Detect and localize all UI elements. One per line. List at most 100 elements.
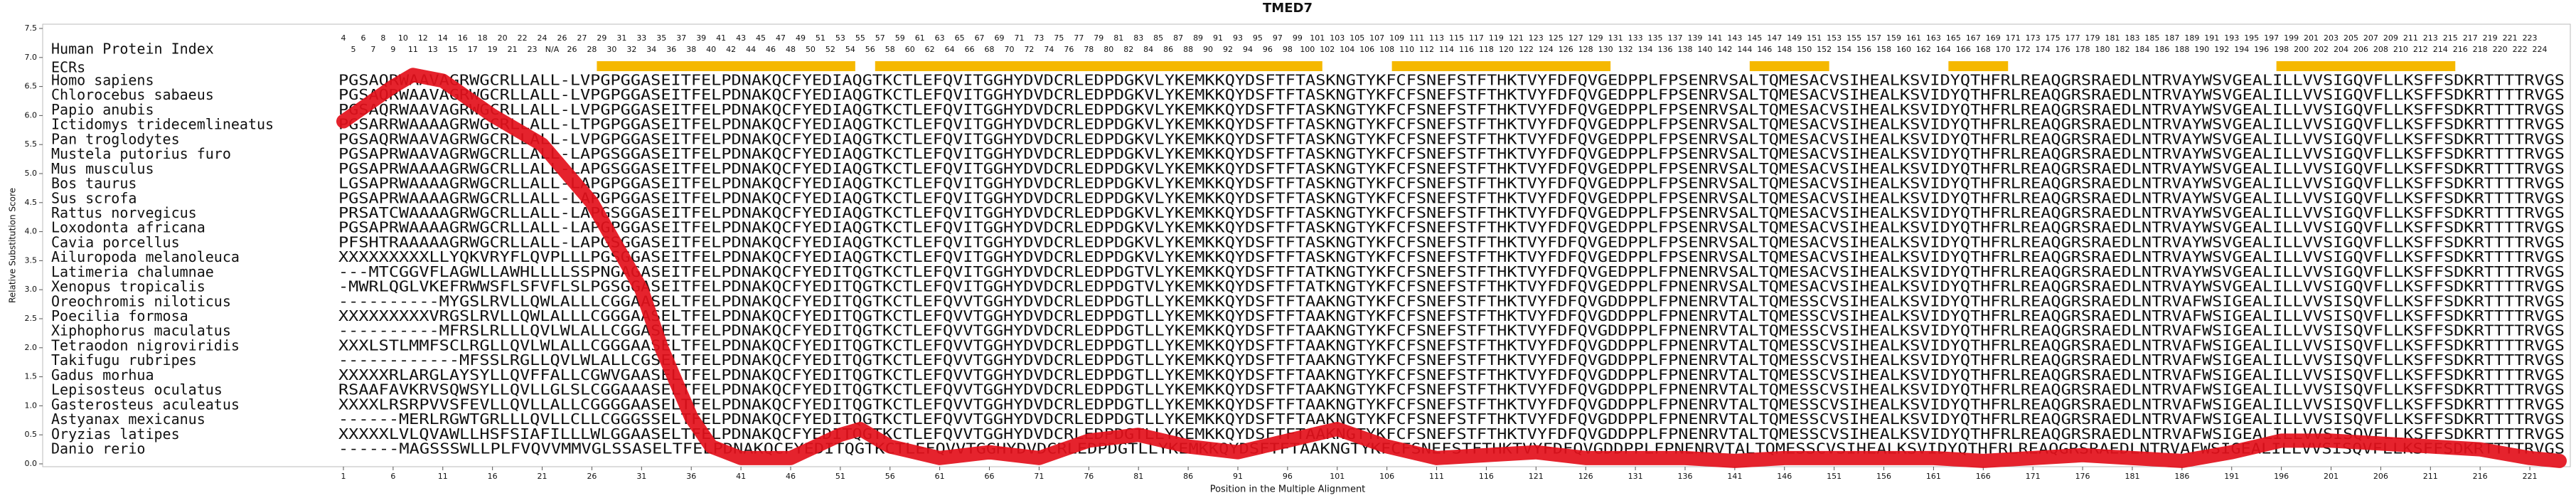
species-name: Papio anubis [51,101,154,118]
species-name: Gasterosteus aculeatus [51,396,240,413]
sequence: LGSAPRWAAAAGRWGCRLLALL-LAPGPGGASEITFELPD… [338,175,2565,192]
index-number: 150 [1797,45,1812,54]
index-number: 154 [1837,45,1851,54]
index-number: 78 [1084,45,1094,54]
x-tick-label: 221 [2523,472,2538,481]
y-tick-label: 2.5 [25,314,38,323]
x-tick-label: 6 [390,472,395,481]
index-number: 62 [925,45,935,54]
sequence: PFSHTRAAAAAGRWGCRLLALL-LAPGSGGASEITFELPD… [338,233,2565,250]
y-tick-label: 3.5 [25,255,38,265]
x-tick-label: 56 [885,472,895,481]
x-tick-label: 156 [1876,472,1891,481]
x-tick-label: 216 [2473,472,2488,481]
species-name: Mus musculus [51,160,154,177]
index-number: 60 [905,45,915,54]
index-number: 41 [716,33,726,43]
species-name: Xenopus tropicalis [51,278,205,295]
y-tick-label: 4.0 [25,227,38,236]
index-number: 24 [538,33,547,43]
index-number: 44 [746,45,756,54]
sequence: ----------MYGSLRVLLQWLALLLCGGAASELTFELPD… [338,292,2565,309]
index-number: 189 [2184,33,2199,43]
index-number: 10 [398,33,408,43]
index-number: 201 [2304,33,2319,43]
index-number: 217 [2463,33,2478,43]
y-tick-label: 6.5 [25,82,38,91]
x-tick-label: 26 [587,472,597,481]
index-number: 144 [1737,45,1752,54]
index-number: 72 [1024,45,1034,54]
index-number: 104 [1340,45,1354,54]
index-number: 113 [1429,33,1444,43]
index-number: 82 [1123,45,1133,54]
index-number: 156 [1856,45,1871,54]
index-number: 209 [2383,33,2398,43]
x-tick-label: 36 [686,472,696,481]
index-number: 205 [2343,33,2358,43]
y-tick-label: 0.5 [25,430,38,439]
index-number: 13 [428,45,438,54]
index-number: 18 [478,33,488,43]
index-number: 83 [1133,33,1143,43]
index-number: 146 [1757,45,1772,54]
index-number: 112 [1419,45,1434,54]
x-tick-label: 96 [1283,472,1293,481]
index-number: 45 [756,33,766,43]
index-number: 167 [1966,33,1981,43]
index-number: 23 [528,45,538,54]
index-number: 210 [2393,45,2408,54]
sequence: XXXXLRSRPVVSFEVLLQVLLALLCGGGGAASELTFELPD… [338,396,2565,413]
y-tick-label: 4.5 [25,198,38,207]
index-number: 166 [1956,45,1971,54]
index-number: 43 [736,33,746,43]
index-number: 125 [1549,33,1564,43]
sequence: ----------MFRSLRLLLQVLWLALLCGGASELTFELPD… [338,322,2565,339]
index-number: 73 [1034,33,1044,43]
sequence: RSAAFAVKRVSQWSYLLQVLLGLSLCGGAAASELTFELPD… [338,381,2565,398]
index-number: 188 [2174,45,2189,54]
index-number: 55 [855,33,865,43]
index-number: 50 [806,45,816,54]
index-number: 211 [2403,33,2418,43]
y-tick-label: 5.0 [25,169,38,178]
index-number: 184 [2134,45,2149,54]
index-number: 32 [626,45,636,54]
index-number: 81 [1113,33,1123,43]
index-number: 12 [418,33,428,43]
index-number: 203 [2324,33,2339,43]
index-number: 216 [2453,45,2468,54]
species-name: Oreochromis niloticus [51,292,231,309]
index-number: 187 [2164,33,2179,43]
species-name: Tetraodon nigroviridis [51,337,240,354]
index-number: 159 [1886,33,1901,43]
index-number: 51 [816,33,825,43]
index-number: 33 [636,33,646,43]
species-name: Gadus morhua [51,366,154,383]
y-tick-label: 2.0 [25,343,38,352]
index-number: 30 [606,45,616,54]
ecr-bar [875,61,1322,71]
index-number: 21 [508,45,518,54]
species-name: Bos taurus [51,175,137,192]
sequence: XXXLSTLMMFSCLRGLLQVLWLALLCGGGAASELTFELPD… [338,337,2565,354]
index-number: 224 [2533,45,2548,54]
index-number: 218 [2473,45,2488,54]
x-tick-label: 206 [2373,472,2388,481]
index-number: 139 [1687,33,1702,43]
index-number: 99 [1293,33,1303,43]
index-number: 107 [1369,33,1384,43]
index-number: 145 [1747,33,1762,43]
index-number: 37 [676,33,686,43]
index-number: 69 [995,33,1005,43]
x-tick-label: 136 [1677,472,1692,481]
index-number: 173 [2026,33,2041,43]
index-number: 117 [1469,33,1484,43]
index-number: 101 [1310,33,1325,43]
index-number: 26 [567,45,577,54]
index-number: 134 [1638,45,1653,54]
sequence: PGSAQRWAAVAGRWGCRLLALL-LVPGPGGASEITFELPD… [338,101,2565,118]
index-number: 114 [1439,45,1454,54]
species-name: Xiphophorus maculatus [51,322,231,339]
index-number: 56 [865,45,875,54]
